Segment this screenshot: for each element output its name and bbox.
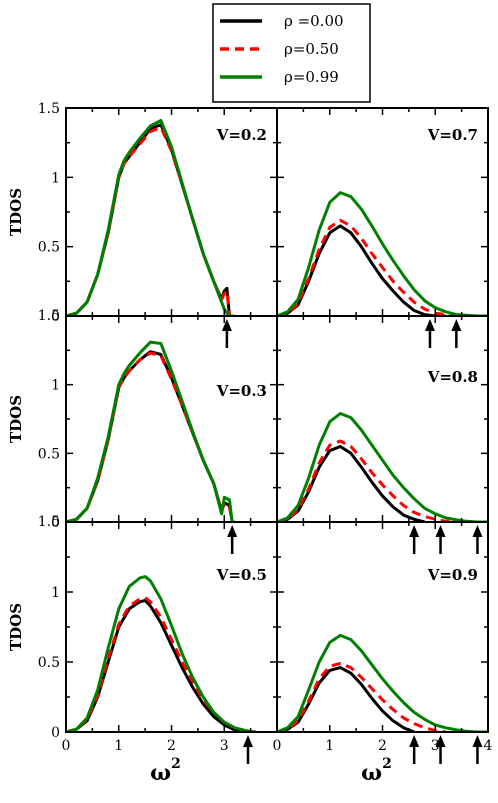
panel-label: V=0.5	[216, 566, 267, 584]
x-tick-label: 2	[167, 738, 176, 754]
panel-v-0-3	[65, 315, 278, 523]
series-line	[277, 218, 467, 316]
y-tick-label: 1.5	[38, 101, 60, 117]
legend: ρ =0.00 ρ=0.50 ρ=0.99	[212, 3, 371, 103]
overlap-label-left-bottom: 1.5	[38, 514, 60, 530]
y-tick-label: 0	[51, 309, 60, 325]
y-axis-title: TDOS	[7, 395, 25, 443]
x-tick-label: 1	[325, 738, 334, 754]
edge-arrow-head	[435, 525, 446, 537]
panel-v-0-7	[276, 107, 489, 317]
series-line	[66, 598, 256, 732]
edge-arrow-head	[451, 319, 462, 331]
x-axis-title: ω2	[361, 756, 392, 786]
panel-label: V=0.7	[427, 126, 478, 144]
y-tick-label: 0.5	[38, 655, 60, 671]
edge-arrow-head	[409, 525, 420, 537]
series-line	[277, 666, 415, 732]
series-line	[66, 340, 235, 522]
edge-arrows	[221, 319, 483, 764]
legend-entry-label: ρ=0.50	[284, 40, 339, 58]
panel-label: V=0.8	[427, 368, 478, 386]
panel-v-0-8	[276, 315, 489, 523]
y-tick-label: 0.5	[38, 446, 60, 462]
y-tick-label: 1	[51, 585, 60, 601]
x-tick-label: 0	[62, 738, 71, 754]
panel-label: V=0.3	[216, 382, 267, 400]
series-line	[66, 575, 257, 732]
edge-arrow-head	[227, 525, 238, 537]
edge-arrow-head	[424, 319, 435, 331]
y-tick-label: 0	[51, 515, 60, 531]
x-tick-label: 4	[484, 738, 493, 754]
y-axis-title: TDOS	[7, 188, 25, 236]
y-axis-title: TDOS	[7, 603, 25, 651]
overlap-label-left-top: 1.5	[38, 308, 60, 324]
y-tick-label: 0	[51, 725, 60, 741]
panel-label: V=0.2	[216, 126, 267, 144]
edge-arrow-head	[435, 735, 446, 747]
edge-arrow-head	[472, 525, 483, 537]
y-tick-label: 1	[51, 170, 60, 186]
legend-entry-label: ρ =0.00	[284, 12, 344, 30]
panel-v-0-9	[276, 521, 489, 733]
x-tick-label: 2	[378, 738, 387, 754]
x-tick-label: 3	[220, 738, 229, 754]
series-line	[277, 633, 488, 732]
series-line	[277, 412, 488, 522]
edge-arrow-head	[472, 735, 483, 747]
x-tick-label: 0	[273, 738, 282, 754]
x-tick-label: 3	[431, 738, 440, 754]
series-line	[66, 125, 235, 316]
series-line	[277, 224, 446, 316]
legend-entry-label: ρ=0.99	[284, 68, 339, 86]
edge-arrow-head	[409, 735, 420, 747]
panel-frame	[65, 315, 278, 523]
edge-arrow-head	[221, 319, 232, 331]
panel-v-0-5	[65, 521, 278, 733]
panels	[65, 107, 489, 733]
series-line	[277, 661, 446, 732]
edge-arrow-head	[242, 735, 253, 747]
series-line	[66, 119, 235, 316]
x-tick-label: 1	[114, 738, 123, 754]
axes-text: 1.5 1.5 0 0.5 1 1.5 TDOS V=0.2 V=0.7 0 0.5 1 TDOS V…	[7, 101, 493, 786]
series-line	[277, 439, 457, 522]
y-tick-label: 1	[51, 378, 60, 394]
series-line	[66, 596, 257, 732]
y-tick-label: 0.5	[38, 240, 60, 256]
series-line	[277, 191, 488, 316]
panel-label: V=0.9	[427, 566, 478, 584]
x-axis-title: ω2	[150, 756, 181, 786]
